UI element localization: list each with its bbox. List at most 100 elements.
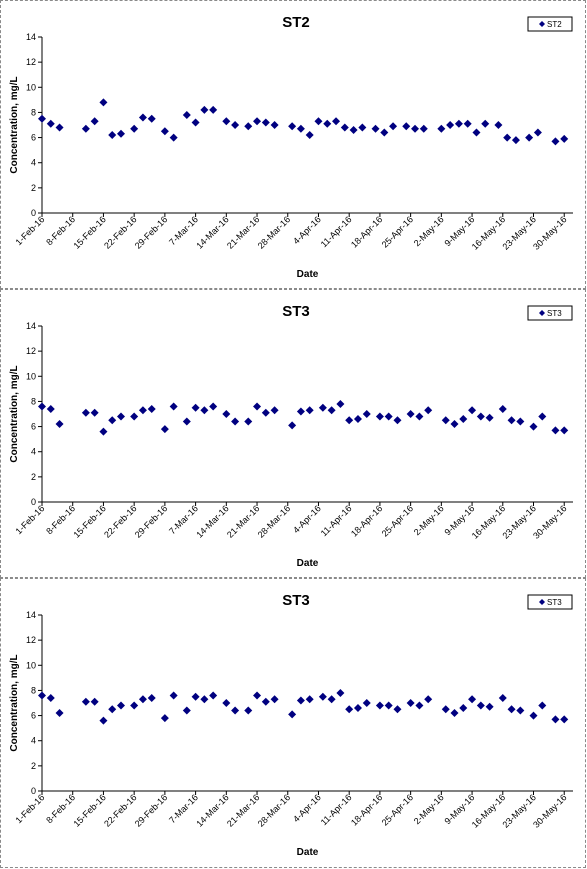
data-point: [424, 406, 433, 415]
data-point: [406, 410, 415, 418]
data-point: [270, 695, 279, 704]
x-tick-label: 28-Mar-16: [256, 792, 292, 828]
y-axis-label: Concentration, mg/L: [9, 365, 20, 462]
data-point: [209, 402, 218, 411]
y-tick-label: 4: [31, 158, 36, 168]
data-point: [459, 704, 468, 713]
data-point: [81, 124, 90, 133]
data-point: [244, 417, 253, 426]
data-point: [459, 415, 468, 424]
data-point: [147, 114, 156, 123]
chart-title: ST3: [282, 303, 310, 320]
x-tick-label: 25-Apr-16: [380, 503, 415, 538]
data-point: [525, 133, 534, 142]
data-point: [476, 701, 485, 710]
y-tick-label: 0: [31, 208, 36, 218]
data-point: [296, 696, 305, 705]
data-point: [270, 121, 279, 129]
data-point: [99, 427, 108, 436]
data-point: [450, 709, 459, 718]
data-point: [485, 413, 494, 422]
y-tick-label: 14: [26, 610, 36, 620]
data-point: [336, 399, 345, 408]
x-tick-label: 30-May-16: [531, 214, 568, 251]
x-tick-label: 1-Feb-16: [14, 792, 47, 825]
x-axis-label: Date: [297, 558, 319, 569]
data-point: [108, 705, 117, 714]
legend: ST2: [527, 16, 573, 32]
x-tick-label: 28-Mar-16: [256, 214, 292, 250]
legend-label: ST3: [547, 598, 562, 607]
data-point: [318, 692, 327, 701]
y-tick-label: 2: [31, 761, 36, 771]
data-point: [138, 406, 147, 415]
legend-label: ST3: [547, 309, 562, 318]
y-tick-label: 0: [31, 497, 36, 507]
scatter-chart-st2: ST2 Concentration, mg/L Date 0 2 4 6 8 10 12 14 1-F…: [9, 14, 573, 280]
y-tick-label: 0: [31, 786, 36, 796]
data-point: [222, 410, 231, 418]
data-point: [261, 118, 270, 127]
data-point: [261, 697, 270, 706]
data-point: [147, 404, 156, 413]
data-point: [288, 122, 297, 131]
y-tick-label: 6: [31, 422, 36, 432]
data-point: [116, 701, 125, 710]
legend-box: [527, 594, 573, 610]
x-tick-label: 2-May-16: [412, 792, 446, 826]
data-point: [90, 697, 99, 706]
data-point: [288, 421, 297, 430]
data-point: [191, 403, 200, 412]
data-point: [323, 119, 332, 128]
data-point: [507, 416, 516, 425]
data-point: [450, 420, 459, 429]
legend: ST3: [527, 305, 573, 321]
data-point: [46, 693, 55, 702]
data-point: [138, 113, 147, 122]
data-point: [108, 131, 117, 140]
data-point: [551, 137, 560, 146]
data-point: [108, 416, 117, 425]
chart-panel-st3: ST3 Concentration, mg/L Date 0 2 4 6 8 10 12 14 1-F…: [0, 289, 586, 578]
data-point: [560, 715, 569, 724]
legend-marker: [539, 310, 545, 316]
data-point: [454, 119, 463, 128]
data-point: [507, 705, 516, 714]
chart-title: ST3: [282, 592, 310, 609]
chart-panel-st3-second: ST3 Concentration, mg/L Date 0 2 4 6 8 10 12 14 1-F…: [0, 578, 586, 868]
data-point: [305, 131, 314, 140]
data-point: [231, 417, 240, 426]
data-point: [472, 128, 481, 137]
data-point: [498, 693, 507, 702]
data-point: [253, 402, 262, 411]
data-point: [314, 117, 323, 126]
chart-panel-st2: ST2 Concentration, mg/L Date 0 2 4 6 8 10 12 14 1-F…: [0, 0, 586, 289]
data-point: [90, 117, 99, 126]
x-tick-label: 11-Apr-16: [319, 503, 354, 538]
data-point: [468, 695, 477, 704]
data-point: [551, 426, 560, 435]
data-point: [463, 119, 472, 128]
data-point: [362, 410, 371, 418]
data-point: [481, 119, 490, 128]
data-point: [371, 124, 380, 133]
data-point: [288, 710, 297, 719]
data-point: [231, 121, 240, 129]
x-tick-label: 2-May-16: [412, 503, 446, 537]
legend-marker: [539, 599, 545, 605]
data-point: [384, 701, 393, 710]
x-tick-label: 18-Apr-16: [349, 214, 384, 249]
data-point: [318, 403, 327, 412]
data-point: [441, 705, 450, 714]
x-tick-label: 29-Feb-16: [133, 503, 169, 539]
y-tick-label: 6: [31, 133, 36, 143]
data-point: [46, 119, 55, 128]
data-point: [169, 133, 178, 142]
data-point: [81, 408, 90, 417]
data-point: [389, 122, 398, 131]
data-point: [191, 692, 200, 701]
x-tick-label: 29-Feb-16: [133, 214, 169, 250]
scatter-chart-st3: ST3 Concentration, mg/L Date 0 2 4 6 8 10 12 14 1-F…: [9, 303, 573, 569]
data-point: [270, 406, 279, 415]
data-point: [511, 136, 520, 145]
